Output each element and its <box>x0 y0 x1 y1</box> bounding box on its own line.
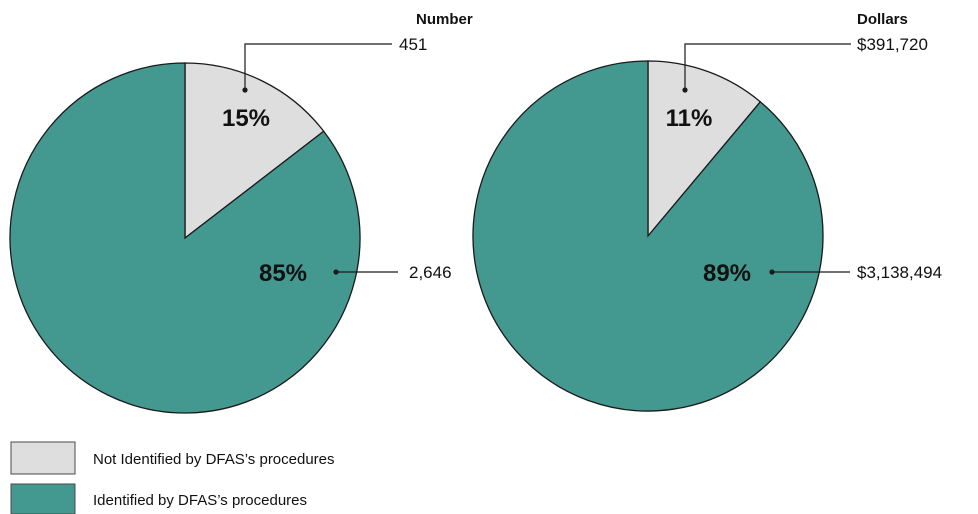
chart-title-dollars: Dollars <box>857 11 908 28</box>
leader-dot-dollars-identified <box>769 269 775 275</box>
leader-dot-dollars-not-identified <box>682 87 688 93</box>
value-label-number-not-identified: 451 <box>399 35 427 54</box>
chart-title-number: Number <box>416 11 473 28</box>
pie-slice-number-identified <box>9 62 361 414</box>
pie-slice-dollars-identified <box>472 60 824 412</box>
pct-label-number-not-identified: 15% <box>222 105 270 132</box>
legend-swatch-identified <box>10 483 76 514</box>
value-label-dollars-not-identified: $391,720 <box>857 35 928 54</box>
pct-label-number-identified: 85% <box>259 260 307 287</box>
pct-label-dollars-identified: 89% <box>703 260 751 287</box>
pie-slice-dollars-not-identified <box>647 60 762 238</box>
leader-dot-number-not-identified <box>242 87 248 93</box>
legend-label-not-identified: Not Identified by DFAS’s procedures <box>93 451 335 468</box>
pie-chart-dollars: 11% 89% Dollars $391,720 $3,138,494 <box>472 11 942 412</box>
pie-chart-number: 15% 85% Number 451 2,646 <box>9 11 473 414</box>
leader-dot-number-identified <box>333 269 339 275</box>
legend-swatch-not-identified <box>10 441 76 475</box>
leader-line-dollars-not-identified <box>684 43 851 90</box>
value-label-dollars-identified: $3,138,494 <box>857 263 942 282</box>
value-label-number-identified: 2,646 <box>409 263 452 282</box>
pct-label-dollars-not-identified: 11% <box>666 105 713 132</box>
legend: Not Identified by DFAS’s procedures Iden… <box>10 441 335 514</box>
legend-label-identified: Identified by DFAS’s procedures <box>93 492 307 509</box>
pie-slice-number-not-identified <box>184 62 325 240</box>
leader-line-number-not-identified <box>244 43 392 90</box>
